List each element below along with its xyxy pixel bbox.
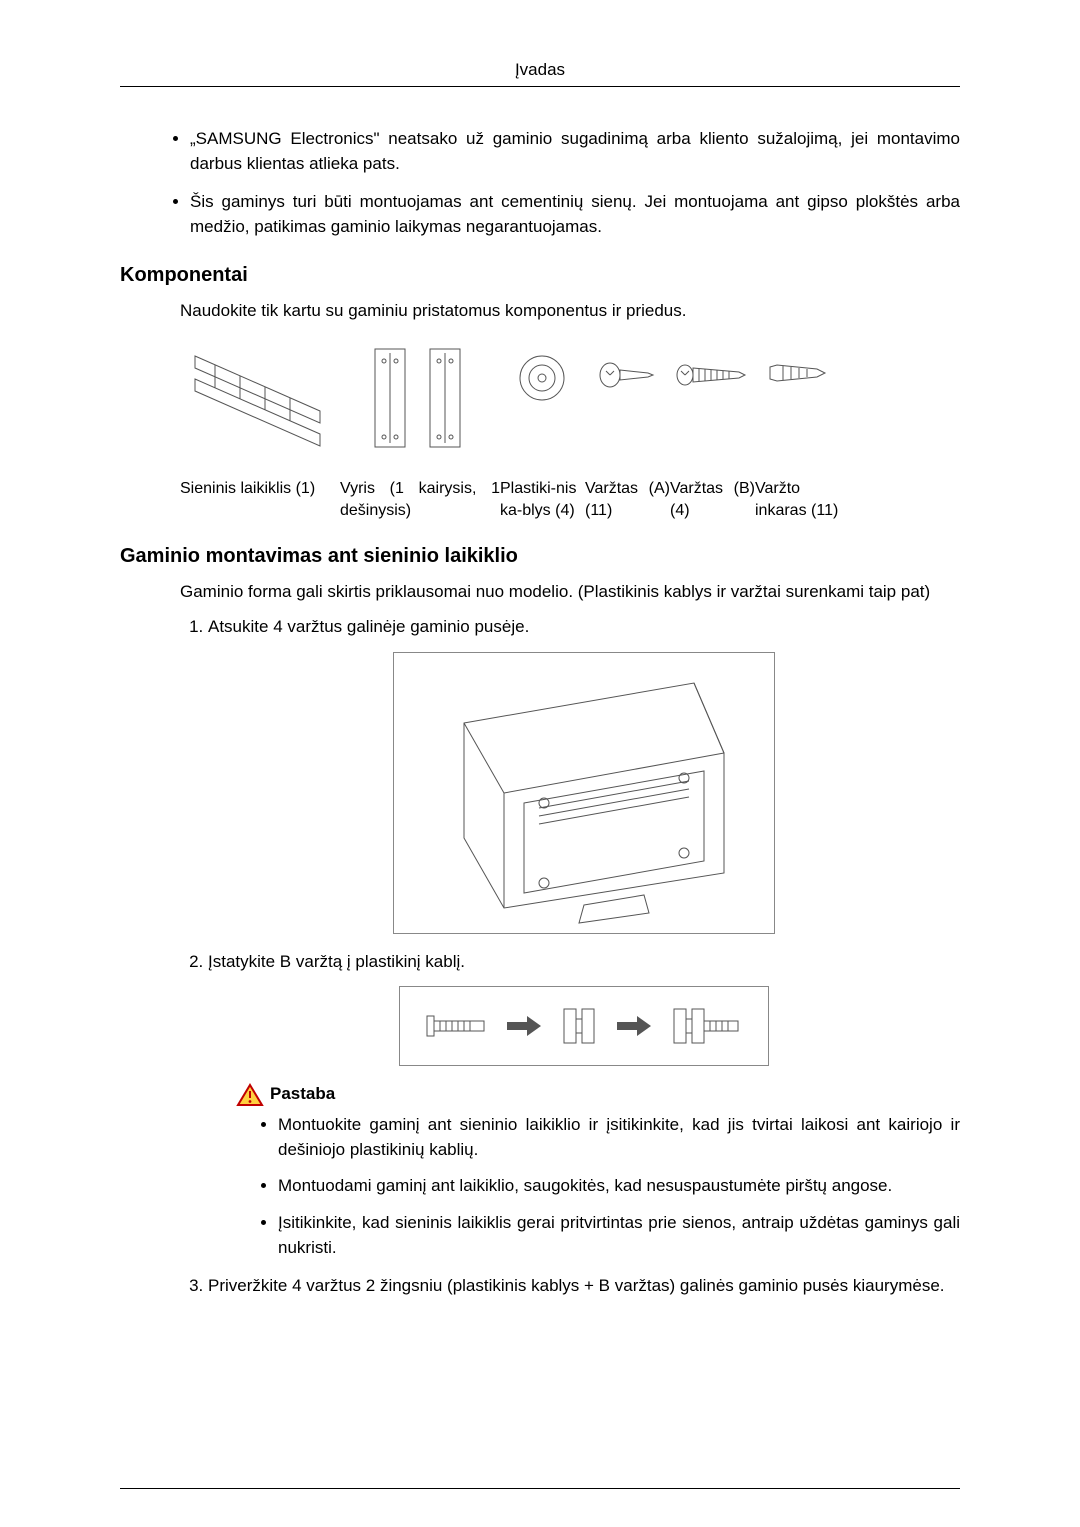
footer-rule (120, 1488, 960, 1489)
arrow-right-icon (617, 1016, 651, 1036)
note-bullet-list: Montuokite gaminį ant sieninio laikiklio… (258, 1113, 960, 1260)
note-bullet: Montuodami gaminį ant laikiklio, saugoki… (278, 1174, 960, 1199)
step-2: Įstatykite B varžtą į plastikinį kablį. (208, 950, 960, 1260)
screw-b-icon (675, 341, 750, 470)
note-bullet: Įsitikinkite, kad sieninis laikiklis ger… (278, 1211, 960, 1260)
mount-intro-text: Gaminio forma gali skirtis priklausomai … (180, 580, 960, 605)
note-bullet: Montuokite gaminį ant sieninio laikiklio… (278, 1113, 960, 1162)
component-label: Varžtas (B) (4) (670, 478, 755, 521)
component-label: Sieninis laikiklis (1) (180, 478, 340, 500)
component-label: Plastiki-nis ka-blys (4) (500, 478, 585, 521)
warning-icon (236, 1083, 264, 1107)
section-mount-heading: Gaminio montavimas ant sieninio laikikli… (120, 545, 960, 568)
assembly-screw-icon (422, 1006, 492, 1046)
step-3-text: Priveržkite 4 varžtus 2 žingsniu (plasti… (208, 1276, 945, 1295)
component-label: Varžtas (A) (11) (585, 478, 670, 521)
plastic-hook-icon (515, 341, 570, 468)
step-2-text: Įstatykite B varžtą į plastikinį kablį. (208, 952, 465, 971)
assembled-icon (666, 1003, 746, 1049)
components-intro-text: Naudokite tik kartu su gaminiu pristatom… (180, 299, 960, 324)
wall-bracket-icon (185, 341, 335, 456)
figure-step-1 (393, 652, 775, 934)
intro-bullet: „SAMSUNG Electronics" neatsako už gamini… (190, 127, 960, 176)
steps-list: Atsukite 4 varžtus galinėje gaminio pusė… (180, 615, 960, 1299)
components-label-row: Sieninis laikiklis (1) Vyris (1 kairysis… (180, 478, 960, 521)
intro-bullet: Šis gaminys turi būti montuojamas ant ce… (190, 190, 960, 239)
step-3: Priveržkite 4 varžtus 2 žingsniu (plasti… (208, 1274, 960, 1299)
hook-front-icon (556, 1003, 602, 1049)
arrow-right-icon (507, 1016, 541, 1036)
intro-bullet-list: „SAMSUNG Electronics" neatsako už gamini… (190, 127, 960, 240)
page-header: Įvadas (120, 60, 960, 87)
note-label: Pastaba (270, 1082, 335, 1107)
step-1: Atsukite 4 varžtus galinėje gaminio pusė… (208, 615, 960, 934)
components-icon-row (180, 341, 960, 470)
step-1-text: Atsukite 4 varžtus galinėje gaminio pusė… (208, 617, 529, 636)
screw-a-icon (598, 341, 658, 470)
figure-step-2 (399, 986, 769, 1066)
anchor-icon (765, 341, 830, 470)
hinge-icon (350, 341, 490, 456)
component-label: Vyris (1 kairysis, 1 dešinysis) (340, 478, 500, 521)
note-heading: Pastaba (236, 1082, 960, 1107)
component-label: Varžto inkaras (11) (755, 478, 840, 521)
section-components-heading: Komponentai (120, 264, 960, 287)
